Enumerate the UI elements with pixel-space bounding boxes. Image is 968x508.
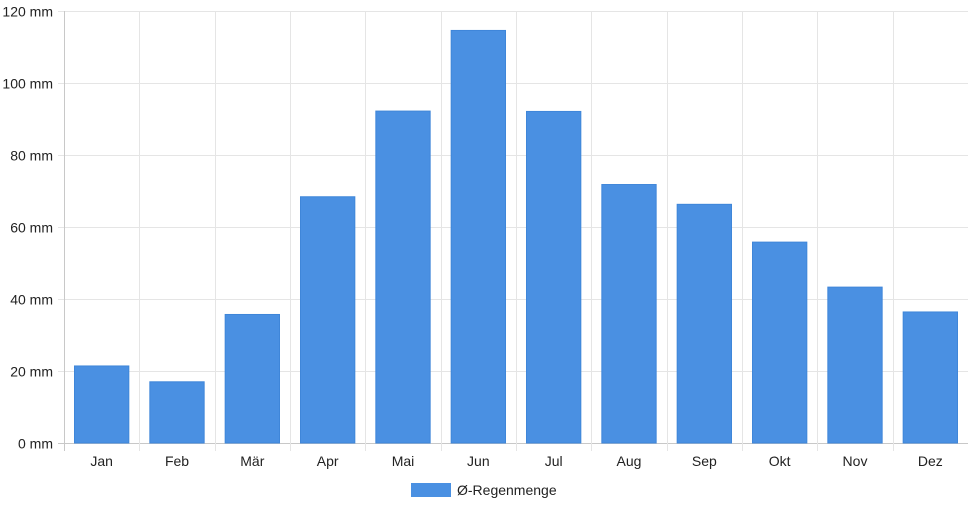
- x-tick-label: Jan: [90, 453, 113, 469]
- bar-okt[interactable]: [752, 241, 808, 444]
- x-tick-label: Mär: [240, 453, 264, 469]
- x-tick-label: Jul: [545, 453, 563, 469]
- x-tick-label: Apr: [317, 453, 339, 469]
- x-tick-label: Aug: [617, 453, 642, 469]
- x-tick-label: Dez: [918, 453, 943, 469]
- x-tick-label: Okt: [769, 453, 791, 469]
- y-tick-label: 120 mm: [2, 4, 53, 20]
- y-tick-label: 20 mm: [10, 364, 53, 380]
- x-tick-label: Nov: [843, 453, 868, 469]
- legend-label: Ø-Regenmenge: [457, 482, 557, 498]
- bar-dez[interactable]: [902, 311, 958, 444]
- grid-lines: [58, 11, 968, 451]
- bar-mai[interactable]: [375, 110, 431, 444]
- legend[interactable]: Ø-Regenmenge: [411, 482, 557, 498]
- y-tick-label: 40 mm: [10, 292, 53, 308]
- bar-aug[interactable]: [601, 184, 657, 444]
- bar-jul[interactable]: [526, 110, 582, 444]
- y-tick-label: 100 mm: [2, 76, 53, 92]
- legend-swatch: [411, 483, 451, 497]
- bar-jun[interactable]: [450, 29, 507, 444]
- bar-mär[interactable]: [224, 313, 280, 444]
- bar-nov[interactable]: [827, 286, 883, 444]
- bar-feb[interactable]: [149, 381, 205, 444]
- x-axis-tick-labels: Jan Feb Mär Apr Mai Jun Jul Aug Sep Okt Nov Dez: [90, 453, 942, 469]
- bars: [74, 29, 958, 444]
- bar-jan[interactable]: [74, 365, 130, 444]
- bar-sep[interactable]: [676, 203, 732, 444]
- y-tick-label: 80 mm: [10, 148, 53, 164]
- y-tick-label: 0 mm: [18, 436, 53, 452]
- y-axis-tick-labels: 0 mm 20 mm 40 mm 60 mm 80 mm 100 mm 120 mm: [2, 4, 53, 452]
- bar-apr[interactable]: [300, 196, 356, 444]
- y-tick-label: 60 mm: [10, 220, 53, 236]
- x-tick-label: Mai: [392, 453, 415, 469]
- x-tick-label: Feb: [165, 453, 189, 469]
- x-tick-label: Sep: [692, 453, 717, 469]
- x-tick-label: Jun: [467, 453, 490, 469]
